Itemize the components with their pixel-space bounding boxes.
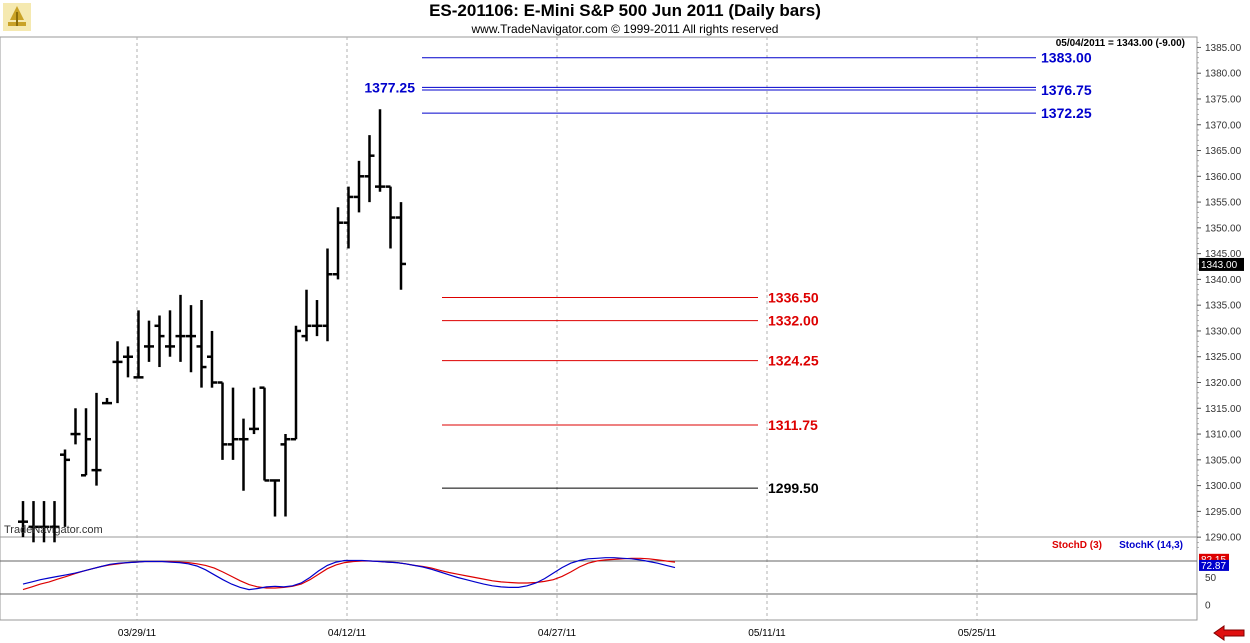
y-tick-label: 1345.00: [1205, 249, 1242, 260]
stochastic-line: [22, 557, 676, 591]
y-tick-label: 1315.00: [1205, 404, 1242, 415]
y-tick-label: 1360.00: [1205, 172, 1242, 183]
y-tick-label: 1380.00: [1205, 69, 1242, 80]
stoch-d-value-badge: [1199, 553, 1229, 565]
y-tick-label: 1305.00: [1205, 455, 1242, 466]
price-panel: [0, 36, 1198, 538]
copyright-text: www.TradeNavigator.com © 1999-2011 All r…: [471, 22, 779, 36]
level-label: 1336.50: [768, 289, 819, 305]
stochastic-y-tick-label: 50: [1205, 573, 1217, 584]
level-label: 1377.25: [364, 79, 415, 95]
chart-title: ES-201106: E-Mini S&P 500 Jun 2011 (Dail…: [429, 1, 821, 20]
last-price-badge: [1199, 257, 1244, 271]
level-label: 1324.25: [768, 353, 819, 369]
level-label: 1299.50: [768, 480, 819, 496]
y-tick-label: 1385.00: [1205, 43, 1242, 54]
y-tick-label: 1290.00: [1205, 533, 1242, 544]
watermark-text: TradeNavigator.com: [4, 524, 103, 536]
stochastic-legend-k: StochK (14,3): [1119, 540, 1183, 551]
x-tick-label: 05/11/11: [748, 628, 786, 639]
last-price-label: 1343.00: [1201, 260, 1238, 271]
info-line: 05/04/2011 = 1343.00 (-9.00): [1056, 38, 1185, 49]
y-tick-label: 1310.00: [1205, 430, 1242, 441]
x-tick-label: 03/29/11: [118, 628, 157, 639]
y-tick-label: 1300.00: [1205, 481, 1242, 492]
x-tick-label: 04/12/11: [328, 628, 367, 639]
stochastic-legend-d: StochD (3): [1052, 540, 1102, 551]
level-label: 1372.25: [1041, 105, 1092, 121]
y-tick-label: 1335.00: [1205, 301, 1242, 312]
y-tick-label: 1350.00: [1205, 223, 1242, 234]
stochastic-panel: [0, 536, 1198, 621]
y-tick-label: 1340.00: [1205, 275, 1242, 286]
stoch-k-value-badge: [1199, 559, 1229, 571]
level-label: 1332.00: [768, 313, 819, 329]
stochastic-y-tick-label: 0: [1205, 601, 1211, 612]
x-tick-label: 04/27/11: [538, 628, 577, 639]
y-tick-label: 1295.00: [1205, 507, 1242, 518]
level-label: 1376.75: [1041, 82, 1092, 98]
y-tick-label: 1320.00: [1205, 378, 1242, 389]
level-label: 1383.00: [1041, 50, 1092, 66]
y-tick-label: 1375.00: [1205, 94, 1242, 105]
y-tick-label: 1370.00: [1205, 120, 1242, 131]
back-arrow-icon[interactable]: [1212, 625, 1246, 641]
y-tick-label: 1355.00: [1205, 198, 1242, 209]
y-tick-label: 1330.00: [1205, 326, 1242, 337]
x-tick-label: 05/25/11: [958, 628, 997, 639]
trade-navigator-logo-icon: [3, 3, 31, 31]
stoch-k-value-label: 72.87: [1201, 561, 1226, 572]
y-tick-label: 1365.00: [1205, 146, 1242, 157]
level-label: 1311.75: [768, 417, 818, 433]
y-tick-label: 1325.00: [1205, 352, 1242, 363]
